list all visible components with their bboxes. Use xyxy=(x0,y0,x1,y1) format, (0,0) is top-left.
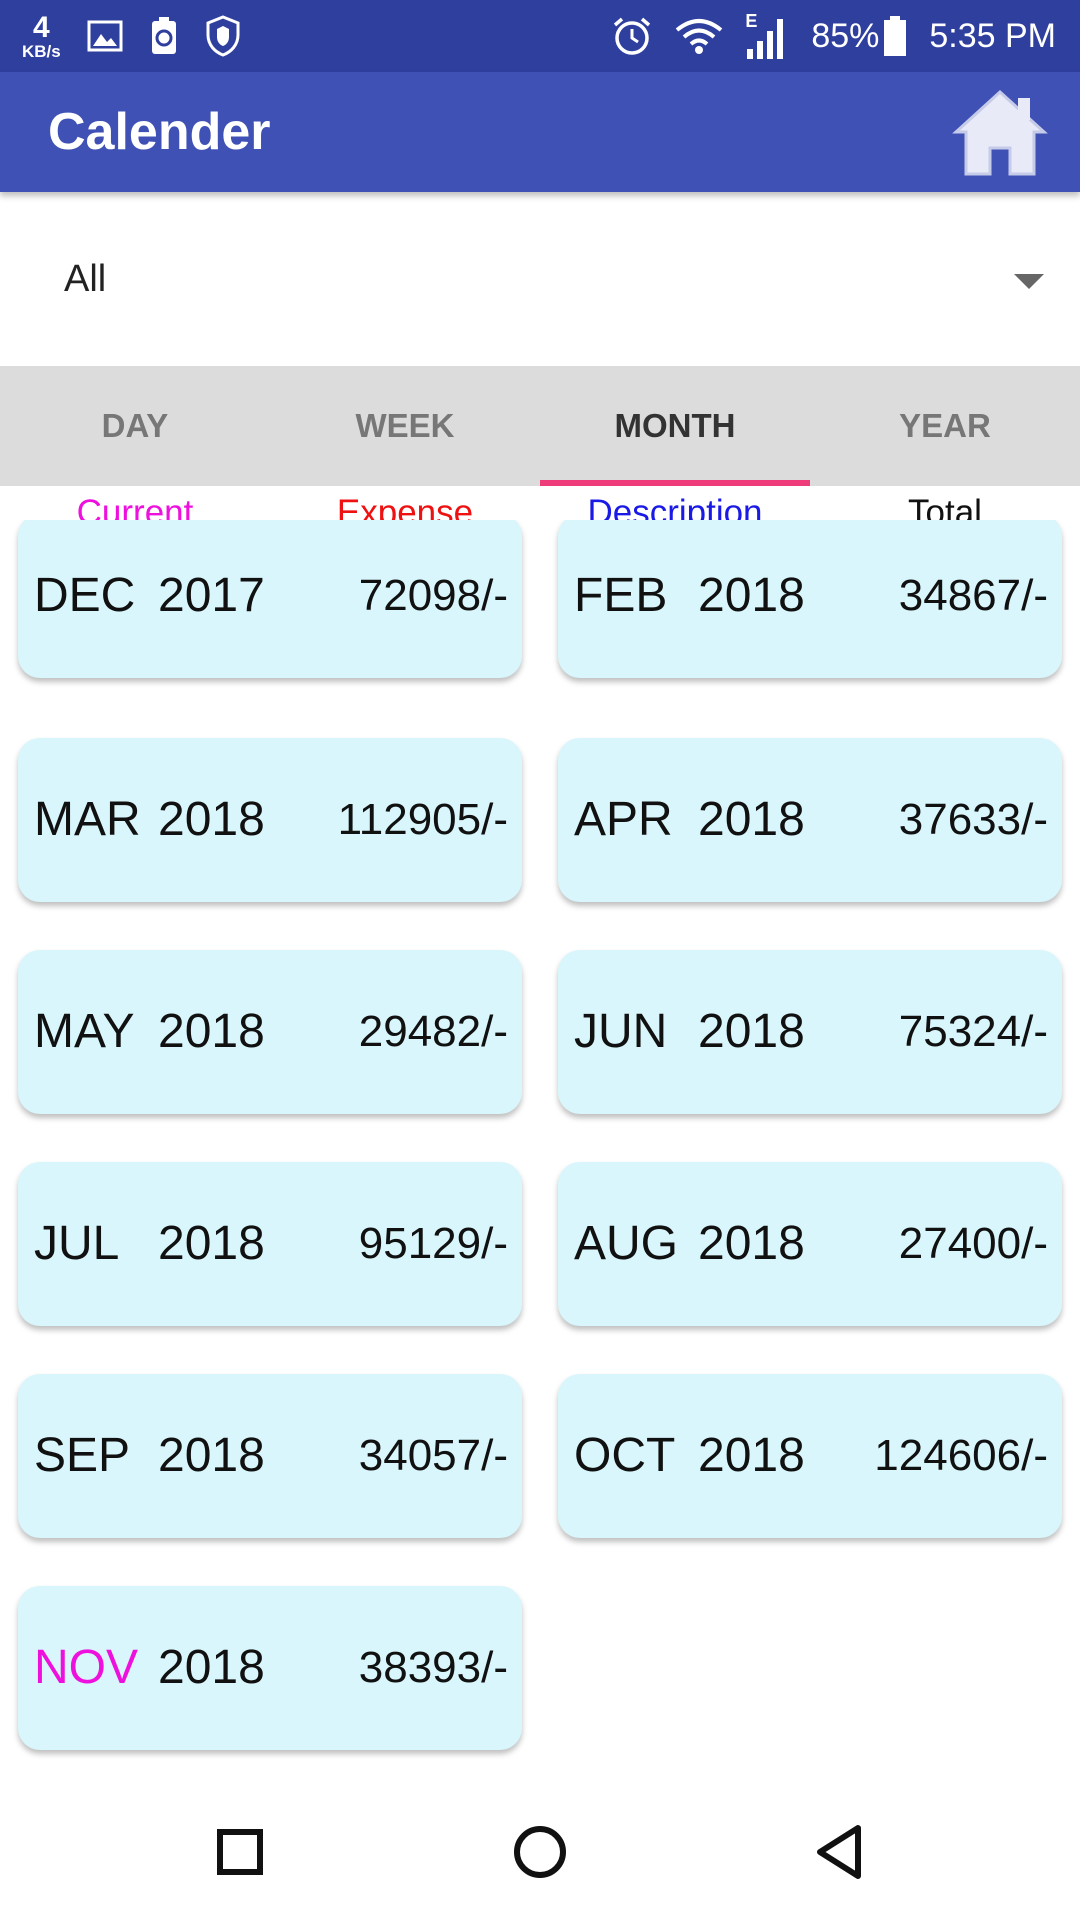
battery-icon xyxy=(884,16,907,56)
month-year: 2018 xyxy=(698,793,805,846)
signal-icon: E xyxy=(745,11,789,61)
month-name: SEP xyxy=(34,1429,131,1482)
month-total: 27400/- xyxy=(898,1219,1048,1268)
network-speed: 4 KB/s xyxy=(22,10,61,61)
month-card[interactable]: JUN 2018 75324/- xyxy=(558,950,1062,1114)
home-circle-icon[interactable] xyxy=(500,1812,580,1892)
month-total: 38393/- xyxy=(358,1643,508,1692)
navigation-bar xyxy=(0,1776,1080,1920)
tab-week[interactable]: WEEK xyxy=(355,407,455,444)
tab-year[interactable]: YEAR xyxy=(899,407,991,444)
month-year: 2018 xyxy=(698,569,805,622)
network-speed-unit: KB/s xyxy=(22,41,61,61)
month-name: MAR xyxy=(34,793,141,846)
month-year: 2018 xyxy=(158,1429,265,1482)
month-year: 2018 xyxy=(158,1005,265,1058)
image-icon xyxy=(87,20,123,52)
clock: 5:35 PM xyxy=(929,16,1056,55)
month-year: 2018 xyxy=(698,1429,805,1482)
network-type: E xyxy=(745,11,758,31)
month-name: MAY xyxy=(34,1005,135,1058)
status-bar-right: E 85% 5:35 PM xyxy=(611,0,1056,72)
dropdown-arrow-icon xyxy=(1014,274,1044,289)
back-icon[interactable] xyxy=(800,1812,880,1892)
month-year: 2018 xyxy=(698,1005,805,1058)
month-year: 2017 xyxy=(158,569,265,622)
month-total: 37633/- xyxy=(898,795,1048,844)
month-card[interactable]: DEC 2017 72098/- xyxy=(18,520,522,678)
month-grid: DEC 2017 72098/- FEB 2018 34867/- MAR 20… xyxy=(0,520,1080,1760)
app-bar: Calender xyxy=(0,72,1080,192)
period-tabs: DAY WEEK MONTH YEAR xyxy=(0,366,1080,486)
tab-day[interactable]: DAY xyxy=(101,407,169,444)
month-year: 2018 xyxy=(158,1641,265,1694)
month-name: OCT xyxy=(574,1429,676,1482)
filter-selected-value: All xyxy=(64,258,107,300)
month-card[interactable]: FEB 2018 34867/- xyxy=(558,520,1062,678)
month-total: 112905/- xyxy=(337,795,508,844)
month-name: AUG xyxy=(574,1217,679,1270)
status-bar: 4 KB/s E xyxy=(0,0,1080,72)
month-card[interactable]: MAY 2018 29482/- xyxy=(18,950,522,1114)
battery-saver-icon xyxy=(151,17,176,54)
month-card[interactable]: OCT 2018 124606/- xyxy=(558,1374,1062,1538)
network-speed-value: 4 xyxy=(33,10,50,44)
alarm-icon xyxy=(614,17,651,55)
month-total: 75324/- xyxy=(898,1007,1048,1056)
month-name: APR xyxy=(574,793,673,846)
battery-percent: 85% xyxy=(811,16,880,55)
month-card[interactable]: MAR 2018 112905/- xyxy=(18,738,522,902)
month-name: JUN xyxy=(574,1005,668,1058)
month-total: 34867/- xyxy=(898,571,1048,620)
month-name: FEB xyxy=(574,569,668,622)
month-card[interactable]: APR 2018 37633/- xyxy=(558,738,1062,902)
month-total: 34057/- xyxy=(358,1431,508,1480)
month-card[interactable]: JUL 2018 95129/- xyxy=(18,1162,522,1326)
shield-icon xyxy=(206,15,240,57)
month-card[interactable]: SEP 2018 34057/- xyxy=(18,1374,522,1538)
month-name: JUL xyxy=(34,1217,120,1270)
home-icon[interactable] xyxy=(950,86,1050,178)
month-card[interactable]: AUG 2018 27400/- xyxy=(558,1162,1062,1326)
recents-icon[interactable] xyxy=(200,1812,280,1892)
month-year: 2018 xyxy=(158,1217,265,1270)
month-total: 95129/- xyxy=(358,1219,508,1268)
filter-dropdown[interactable]: All xyxy=(0,192,1080,366)
month-year: 2018 xyxy=(158,793,265,846)
month-total: 72098/- xyxy=(358,571,508,620)
month-year: 2018 xyxy=(698,1217,805,1270)
battery-indicator: 85% xyxy=(811,15,907,57)
wifi-icon xyxy=(676,19,723,54)
month-card-current[interactable]: NOV 2018 38393/- xyxy=(18,1586,522,1750)
status-bar-left: 4 KB/s xyxy=(22,0,241,72)
tab-month[interactable]: MONTH xyxy=(540,366,810,486)
app-title: Calender xyxy=(48,103,271,161)
month-total: 29482/- xyxy=(358,1007,508,1056)
month-name: NOV xyxy=(34,1641,139,1694)
month-total: 124606/- xyxy=(874,1431,1048,1480)
month-name: DEC xyxy=(34,569,136,622)
